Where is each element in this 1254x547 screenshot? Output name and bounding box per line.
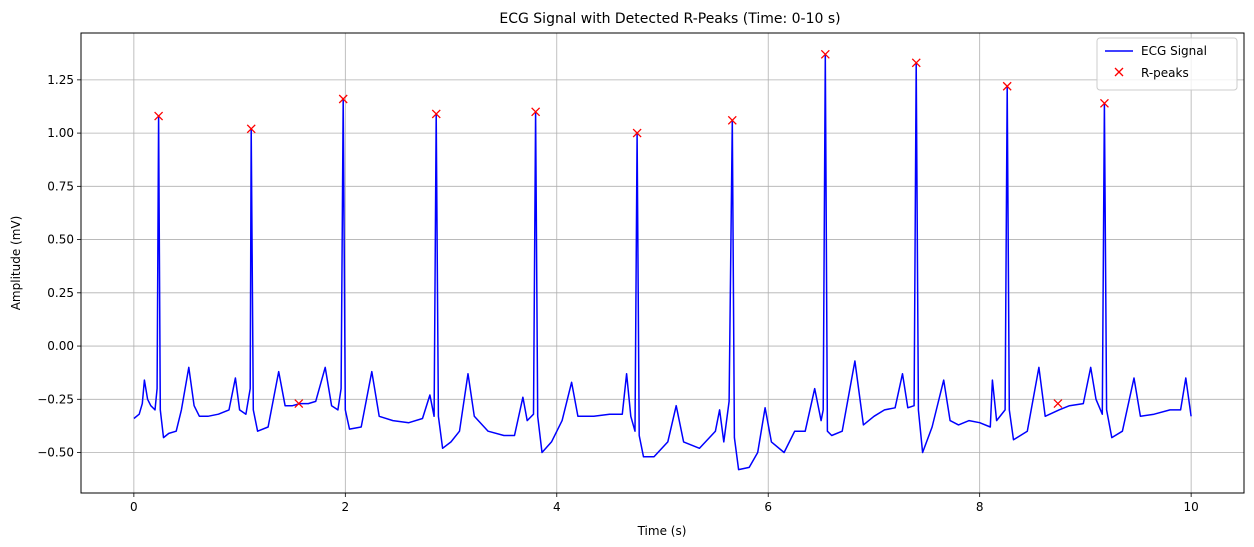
plot-frame [80, 32, 1245, 494]
r-peak-marker [1053, 399, 1063, 409]
legend-label-rpeaks: R-peaks [1141, 66, 1189, 80]
ecg-signal-line [133, 53, 1192, 471]
x-tick-label: 4 [553, 500, 561, 514]
chart-title: ECG Signal with Detected R-Peaks (Time: … [499, 11, 840, 27]
r-peak-marker [727, 115, 737, 125]
r-peak-marker [431, 109, 441, 119]
x-tick-label: 0 [130, 500, 138, 514]
r-peak-marker [338, 94, 348, 104]
r-peak-marker [911, 58, 921, 68]
r-peak-marker [154, 111, 164, 121]
y-tick-label: −0.50 [37, 446, 74, 460]
legend-marker-swatch [1114, 67, 1124, 77]
r-peak-marker [820, 49, 830, 59]
y-tick-label: 0.25 [47, 286, 74, 300]
r-peak-marker [632, 128, 642, 138]
y-tick-label: 0.50 [47, 233, 74, 247]
y-axis-title: Amplitude (mV) [9, 216, 23, 311]
x-tick-label: 8 [976, 500, 984, 514]
y-tick-label: −0.25 [37, 392, 74, 406]
x-axis: 0 2 4 6 8 10 [130, 493, 1199, 514]
x-axis-title: Time (s) [637, 524, 687, 538]
x-tick-label: 2 [341, 500, 349, 514]
y-tick-label: 1.00 [47, 126, 74, 140]
y-tick-label: 1.25 [47, 73, 74, 87]
r-peak-marker [294, 399, 304, 409]
legend-label-ecg: ECG Signal [1141, 44, 1207, 58]
legend: ECG Signal R-peaks [1096, 37, 1238, 91]
r-peak-marker [1099, 98, 1109, 108]
grid [81, 33, 1244, 493]
x-tick-label: 10 [1183, 500, 1198, 514]
r-peak-marker [1002, 81, 1012, 91]
y-tick-label: 0.75 [47, 179, 74, 193]
r-peak-marker [531, 107, 541, 117]
plot-area [133, 49, 1192, 471]
x-tick-label: 6 [764, 500, 772, 514]
y-tick-label: 0.00 [47, 339, 74, 353]
r-peak-marker [246, 124, 256, 134]
y-axis: −0.50 −0.25 0.00 0.25 0.50 0.75 1.00 1.25 [37, 73, 81, 460]
